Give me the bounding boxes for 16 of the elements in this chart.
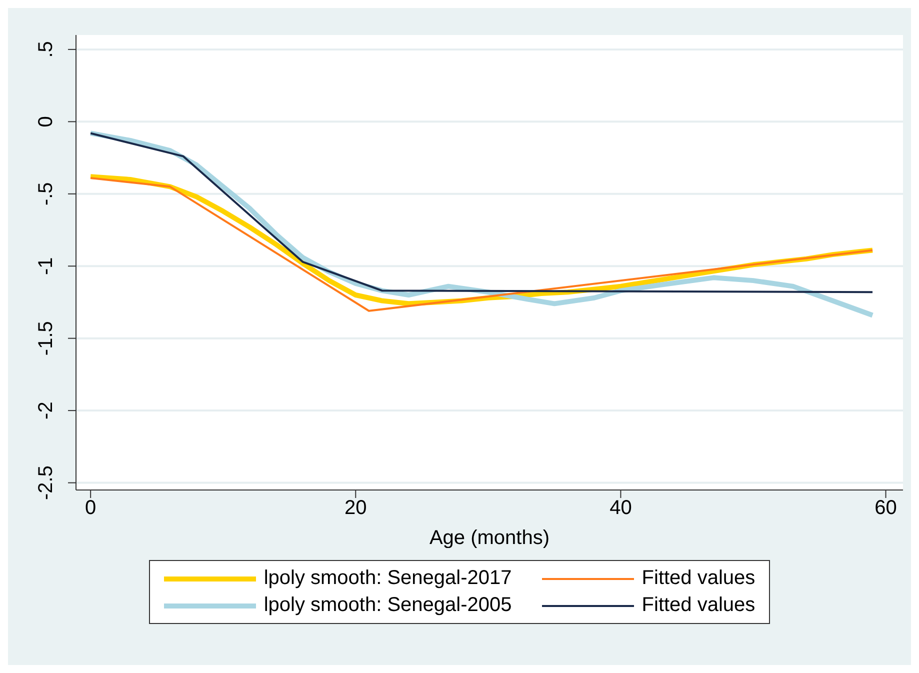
y-tick-label: 0	[35, 116, 57, 128]
legend-label: Fitted values	[642, 567, 756, 590]
x-axis-title: Age (months)	[429, 527, 550, 549]
y-tick-label: .5	[35, 41, 57, 58]
y-tick-label: -2.5	[35, 466, 57, 500]
x-tick-label: 20	[344, 497, 367, 520]
legend-label: lpoly smooth: Senegal-2017	[264, 567, 512, 590]
y-tick-label: -.5	[35, 182, 57, 206]
x-tick-label: 60	[874, 497, 897, 520]
y-tick-label: -1	[35, 257, 57, 276]
legend-label: Fitted values	[642, 594, 756, 617]
x-tick-label: 0	[85, 497, 96, 520]
x-tick-label: 40	[610, 497, 632, 520]
legend-label: lpoly smooth: Senegal-2005	[264, 594, 512, 617]
y-tick-label: -1.5	[35, 321, 57, 356]
y-tick-label: -2	[35, 402, 57, 420]
